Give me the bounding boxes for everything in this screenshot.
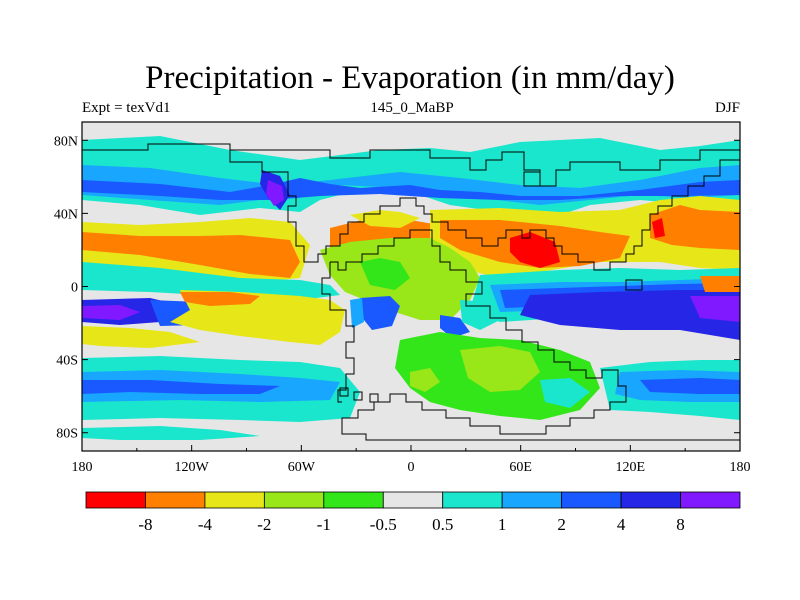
colorbar-swatch [382, 491, 444, 509]
field-sh-storm-blue [82, 380, 280, 394]
coastline-tethys-south [341, 229, 740, 441]
lon-tick-label: 60W [288, 460, 316, 475]
field-pangea-brightgreen [360, 258, 410, 290]
lon-tick-label: 120W [175, 460, 210, 475]
field-sh-polar-cyan [82, 426, 260, 440]
colorbar-swatch [204, 491, 265, 509]
field-np-red [652, 218, 665, 238]
lon-tick-label: 180 [730, 460, 751, 475]
colorbar-label: -4 [198, 515, 213, 534]
colorbar-label: 8 [676, 515, 685, 534]
field-w-tropic-yellow [82, 326, 200, 348]
coastline-sh-island-3 [369, 393, 379, 403]
coastline-north-pangea [82, 143, 740, 271]
colorbar-swatch [323, 491, 384, 509]
colorbar-label: -0.5 [370, 515, 397, 534]
colorbar-label: -1 [317, 515, 331, 534]
field-central-blue [360, 296, 400, 330]
colorbar-swatch [561, 491, 622, 509]
map-axes: 180 120W 60W 0 60E 120E 180 80N 40N 0 40S 80S [54, 134, 751, 475]
lon-tick-label: 120E [616, 460, 646, 475]
colorbar-swatch [501, 491, 563, 509]
field-np-orange [650, 205, 740, 250]
coastline-west-pangea [321, 262, 355, 403]
field-nh-storm-purple [266, 180, 284, 206]
coastline-central-sea [330, 229, 420, 271]
colorbar-label: 2 [557, 515, 566, 534]
lat-tick-label: 0 [71, 281, 78, 296]
colorbar-swatch [442, 491, 503, 509]
lon-tick-label: 180 [72, 460, 93, 475]
coastline-nh-island [523, 171, 541, 187]
field-sh-storm-east-blue [640, 378, 740, 394]
season-label: DJF [714, 100, 740, 116]
experiment-label: Expt = texVd1 [82, 100, 171, 116]
map-title: Precipitation - Evaporation (in mm/day) [145, 60, 675, 96]
colorbar-label: 0.5 [432, 515, 453, 534]
field-africa-blue [440, 315, 470, 338]
colorbar-label: 4 [617, 515, 626, 534]
field-equator-east-purple [690, 296, 740, 322]
field-sh-land-lightgreen [460, 346, 540, 392]
field-pacific-se-orange [700, 276, 740, 292]
lat-tick-label: 40N [54, 207, 78, 222]
lat-tick-label: 40S [56, 354, 78, 369]
colorbar-swatch [680, 491, 741, 509]
coastline-east-island [625, 279, 643, 291]
lon-tick-label: 60E [509, 460, 532, 475]
colorbar-swatch [620, 491, 681, 509]
colorbar-swatch [145, 491, 206, 509]
colorbar-swatch [263, 491, 325, 509]
field-central-lightblue [350, 298, 364, 328]
field-nh-subtropic-orange [82, 232, 300, 278]
lon-tick-label: 0 [408, 460, 415, 475]
field-nh-blue-band [82, 178, 740, 200]
field-equator-cyan [82, 262, 340, 300]
colorbar-label: 1 [498, 515, 507, 534]
field-sp-purple [82, 305, 140, 320]
field-sp-orange [180, 292, 260, 306]
colorbar-label: -8 [138, 515, 152, 534]
colorbar: -8 -4 -2 -1 -0.5 0.5 1 2 4 8 [85, 491, 741, 534]
lat-tick-label: 80S [56, 427, 78, 442]
colorbar-swatch [85, 491, 146, 509]
field-sh-land-yellow-patch [410, 368, 440, 392]
map-field [82, 122, 740, 451]
coastlines [82, 143, 740, 441]
coastline-sh-island-1 [339, 387, 349, 397]
lat-tick-label: 80N [54, 134, 78, 149]
colorbar-label: -2 [257, 515, 271, 534]
coastline-arctic [230, 149, 740, 187]
coastline-sh-island-2 [353, 391, 363, 401]
subtitle: 145_0_MaBP [370, 100, 454, 116]
field-equator-east-indigo [520, 290, 740, 340]
field-tethys-red [510, 232, 560, 268]
field-sh-cyan-patch [540, 378, 590, 408]
